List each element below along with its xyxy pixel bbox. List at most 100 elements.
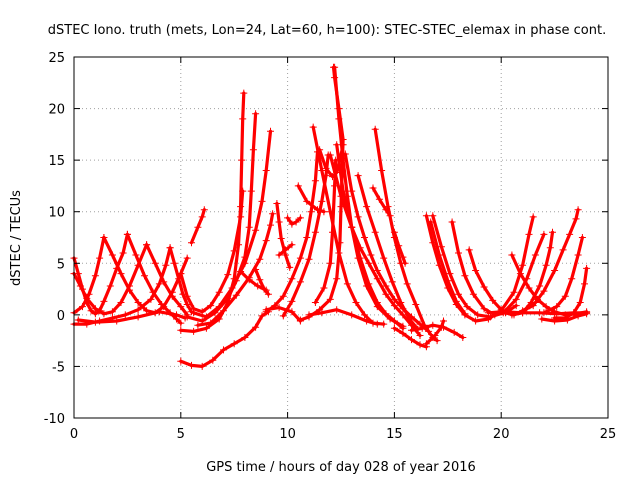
y-axis-label: dSTEC / TECUs: [9, 190, 24, 286]
series-track: [305, 306, 381, 328]
data-point: [512, 302, 520, 310]
data-point: [262, 167, 270, 174]
data-point: [388, 278, 396, 286]
data-point: [356, 254, 364, 262]
data-point: [269, 210, 277, 218]
data-point: [446, 270, 454, 278]
data-point: [390, 228, 398, 236]
data-point: [170, 259, 178, 267]
data-point: [390, 295, 398, 303]
data-point: [318, 197, 326, 205]
data-point: [356, 244, 364, 252]
data-point: [352, 299, 360, 306]
tick-labels: 0 5 10 15 20 25 -10 -5 0 5 10 15 20 25: [44, 51, 617, 442]
data-point: [296, 316, 304, 324]
data-point: [151, 259, 159, 267]
data-point: [444, 277, 452, 285]
series-line: [373, 127, 439, 343]
data-point: [581, 280, 588, 288]
data-point: [258, 197, 266, 205]
data-point: [455, 290, 462, 298]
data-point: [365, 259, 373, 267]
data-point: [459, 334, 467, 341]
data-point: [143, 307, 151, 315]
data-point: [275, 251, 283, 259]
data-point: [536, 282, 544, 290]
series-line: [72, 235, 106, 315]
data-point: [273, 200, 281, 207]
data-point: [220, 346, 227, 354]
data-point: [209, 356, 217, 364]
data-point: [173, 311, 180, 319]
data-point: [237, 268, 245, 275]
x-tick-label: 20: [493, 427, 510, 442]
data-point: [288, 220, 296, 228]
x-tick-label: 15: [386, 427, 403, 442]
data-point: [177, 357, 185, 365]
data-point: [207, 302, 215, 310]
data-point: [292, 218, 300, 226]
x-tick-label: 5: [177, 427, 185, 442]
data-point: [408, 336, 415, 344]
data-point: [277, 235, 285, 242]
data-point: [422, 212, 430, 220]
data-point: [134, 299, 142, 306]
data-point: [91, 272, 99, 280]
y-tick-label: 20: [48, 103, 65, 118]
data-point: [183, 292, 191, 300]
series-line: [356, 174, 420, 331]
data-point: [311, 299, 319, 306]
data-point: [141, 272, 148, 280]
series-line: [168, 246, 194, 314]
data-point: [134, 313, 142, 321]
data-point: [561, 292, 569, 300]
series-line: [521, 208, 580, 313]
data-point: [540, 287, 548, 295]
data-point: [113, 317, 121, 325]
data-point: [546, 244, 554, 252]
series-track: [408, 321, 467, 341]
data-point: [574, 312, 582, 320]
data-point: [320, 208, 328, 216]
data-point: [256, 255, 264, 263]
data-point: [256, 276, 264, 284]
y-tick-label: 10: [48, 206, 65, 221]
series-line: [145, 243, 189, 317]
series-track: [333, 141, 424, 339]
data-point: [583, 264, 591, 272]
data-point: [267, 221, 274, 229]
data-point: [241, 259, 249, 267]
data-point: [343, 280, 351, 288]
data-point: [309, 123, 317, 131]
data-point: [435, 251, 443, 259]
data-point: [568, 275, 576, 283]
axis-ticks: [73, 56, 609, 419]
data-point: [311, 177, 319, 185]
data-point: [207, 319, 215, 327]
y-tick-label: -5: [52, 360, 65, 375]
data-point: [390, 302, 398, 310]
data-point: [247, 187, 255, 195]
data-point: [252, 266, 260, 273]
data-point: [168, 292, 176, 300]
data-point: [100, 310, 108, 318]
data-point: [326, 295, 334, 303]
data-point: [106, 282, 114, 290]
data-point: [502, 308, 509, 316]
data-point: [512, 295, 520, 303]
data-point: [348, 187, 356, 195]
data-point: [416, 332, 424, 339]
data-point: [354, 213, 362, 221]
data-point: [307, 208, 315, 216]
data-point: [427, 218, 435, 226]
x-tick-label: 10: [279, 427, 296, 442]
data-point: [508, 251, 516, 259]
data-point: [262, 237, 270, 245]
data-point: [574, 251, 582, 259]
data-point: [85, 290, 93, 298]
series-line: [392, 230, 407, 265]
data-point: [339, 187, 347, 195]
data-point: [303, 197, 311, 205]
data-point: [326, 259, 334, 267]
data-point: [252, 110, 260, 118]
